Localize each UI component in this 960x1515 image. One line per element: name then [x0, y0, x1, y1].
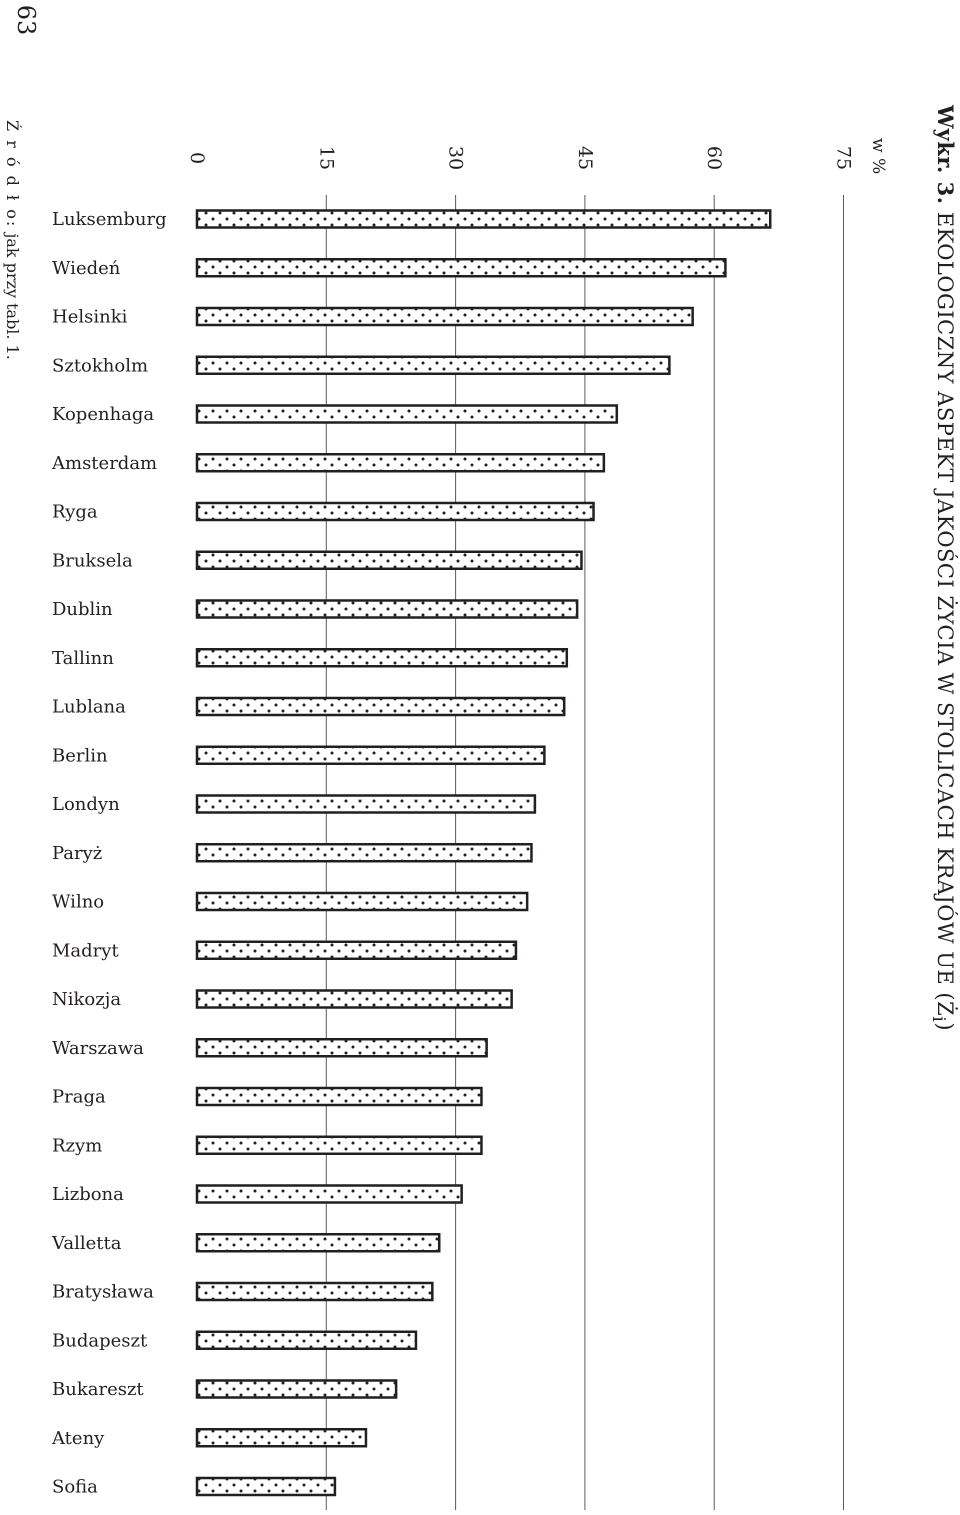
category-label-praga: Praga	[52, 1087, 106, 1108]
bar-valletta	[195, 1233, 441, 1253]
category-label-amsterdam: Amsterdam	[51, 453, 157, 474]
category-label-budapeszt: Budapeszt	[52, 1330, 148, 1351]
category-label-lublana: Lublana	[52, 697, 126, 718]
bar-lizbona	[195, 1184, 463, 1204]
category-label-ateny: Ateny	[51, 1428, 105, 1449]
category-label-bruksela: Bruksela	[52, 550, 133, 571]
category-label-dublin: Dublin	[52, 599, 113, 620]
category-label-nikozja: Nikozja	[52, 989, 121, 1010]
bar-helsinki	[195, 306, 694, 327]
category-label-londyn: Londyn	[52, 794, 120, 815]
category-label-warszawa: Warszawa	[52, 1038, 144, 1059]
tick-label-30: 30	[445, 146, 467, 170]
category-label-sofia: Sofia	[52, 1477, 98, 1498]
bars	[195, 209, 772, 1497]
tick-labels: 0 15 30 45 60 75	[186, 146, 855, 170]
bar-warszawa	[195, 1038, 488, 1058]
category-label-sztokholm: Sztokholm	[52, 355, 148, 376]
tick-label-45: 45	[574, 146, 596, 170]
bar-sztokholm	[195, 355, 671, 375]
bar-tallinn	[195, 648, 569, 668]
tick-label-15: 15	[315, 146, 337, 170]
category-label-tallinn: Tallinn	[52, 648, 114, 669]
bar-ryga	[195, 501, 595, 522]
bar-sofia	[195, 1476, 337, 1497]
category-label-helsinki: Helsinki	[52, 307, 128, 328]
bar-bratys-awa	[195, 1281, 434, 1302]
category-label-berlin: Berlin	[52, 745, 108, 766]
category-label-madryt: Madryt	[52, 940, 119, 961]
category-label-wilno: Wilno	[52, 892, 104, 913]
category-label-luksemburg: Luksemburg	[52, 209, 167, 230]
bar-paryz-	[195, 843, 533, 863]
bar-lublana	[195, 696, 566, 717]
category-label-bratys-awa: Bratysława	[52, 1282, 154, 1303]
tick-label-75: 75	[833, 146, 855, 170]
tick-label-60: 60	[703, 146, 725, 170]
category-label-kopenhaga: Kopenhaga	[52, 404, 154, 425]
bar-nikozja	[195, 989, 513, 1009]
bar-londyn	[195, 794, 537, 814]
bar-berlin	[195, 745, 546, 765]
category-label-valletta: Valletta	[51, 1233, 122, 1254]
category-label-paryz-: Paryż	[52, 843, 102, 864]
category-label-wieden-: Wiedeń	[52, 258, 121, 279]
bar-wieden-	[195, 258, 727, 278]
tick-label-0: 0	[186, 152, 208, 164]
bar-bruksela	[195, 550, 583, 570]
category-label-lizbona: Lizbona	[52, 1184, 124, 1205]
bar-ateny	[195, 1428, 368, 1448]
bar-amsterdam	[195, 453, 606, 473]
category-label-ryga: Ryga	[52, 502, 98, 523]
bar-dublin	[195, 599, 579, 619]
bar-kopenhaga	[195, 404, 619, 424]
category-label-rzym: Rzym	[52, 1135, 102, 1156]
category-label-bukareszt: Bukareszt	[52, 1379, 144, 1400]
bar-praga	[195, 1086, 483, 1107]
bar-wilno	[195, 891, 529, 912]
bar-madryt	[195, 940, 518, 960]
bar-luksemburg	[195, 209, 772, 229]
bar-bukareszt	[195, 1379, 398, 1399]
bar-rzym	[195, 1135, 483, 1155]
bar-budapeszt	[195, 1330, 418, 1350]
category-labels: Luksemburg Wiedeń Helsinki Sztokholm Kopenha…	[51, 209, 167, 1498]
